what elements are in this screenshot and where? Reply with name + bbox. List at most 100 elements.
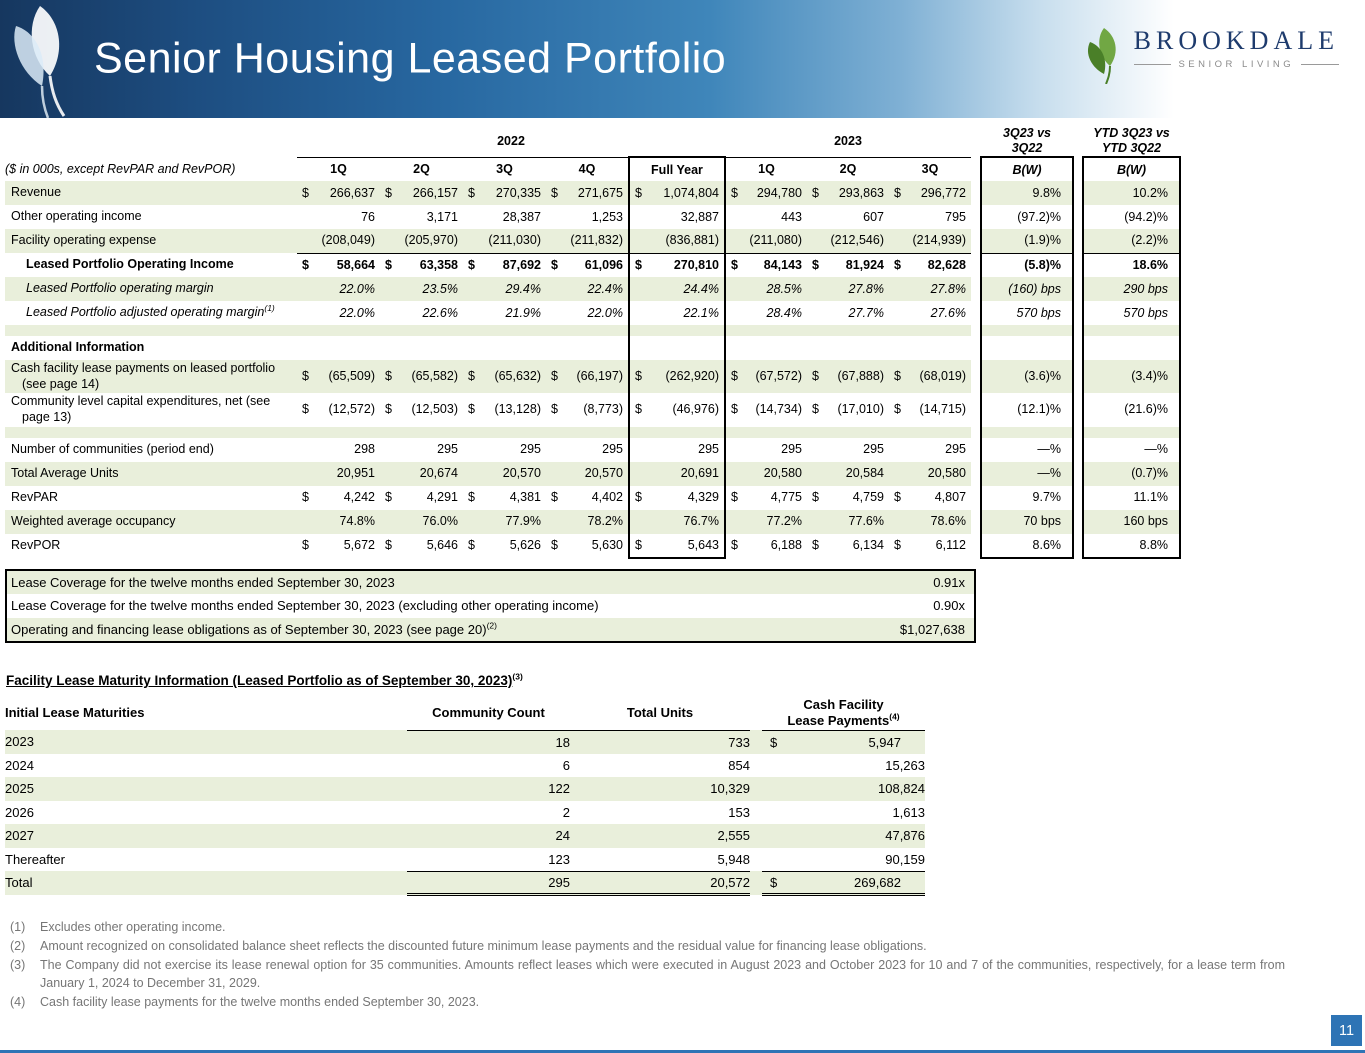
spacer: [1073, 393, 1084, 427]
cell: [297, 426, 380, 438]
cell: 295: [781, 442, 802, 456]
column-header: Full Year: [628, 156, 726, 181]
table-row: Leased Portfolio adjusted operating marg…: [5, 301, 1182, 325]
table-row: Total 295 20,572 $269,682: [5, 870, 925, 896]
cell: $ (13,128): [468, 402, 541, 417]
footnote-text: Amount recognized on consolidated balanc…: [40, 938, 927, 953]
cell: 76: [361, 209, 375, 224]
row-label: Leased Portfolio operating margin: [5, 277, 297, 301]
cell: 28.4%: [766, 305, 802, 320]
row-label: Lease Coverage for the twelve months end…: [11, 598, 599, 614]
cell: $4,242: [302, 490, 375, 504]
cell: 22.4%: [546, 277, 629, 301]
column-header: Total Units: [570, 697, 750, 731]
cell: [1082, 426, 1182, 438]
column-header: B(W): [980, 156, 1075, 181]
cell: 74.8%: [297, 509, 380, 534]
spacer: [971, 325, 982, 336]
cell: 20,572: [570, 870, 750, 896]
cell: $4,402: [551, 490, 623, 504]
row-label: Cash facility lease payments on leased p…: [5, 360, 297, 394]
row-label: 2025: [5, 777, 407, 801]
cell: $4,759: [812, 490, 884, 504]
table-row: Facility operating expense (208,049) (205,…: [5, 229, 1182, 253]
cell: 27.8%: [889, 277, 972, 301]
cell: 290 bps: [1082, 277, 1182, 301]
column-header: Community Count: [407, 697, 570, 731]
spacer: [1073, 301, 1084, 325]
cell: 20,580: [725, 461, 807, 486]
cell: [725, 426, 807, 438]
cell: (836,881): [628, 229, 726, 253]
spacer: [1073, 533, 1084, 558]
row-label: [5, 325, 297, 336]
cell: 27.6%: [930, 305, 967, 320]
cell: 570 bps: [1082, 301, 1182, 325]
cell: [463, 325, 546, 336]
leaf-decoration-icon: [14, 6, 66, 118]
tagline-text: SENIOR LIVING: [1178, 59, 1295, 70]
brookdale-logo: BROOKDALE SENIOR LIVING: [1080, 26, 1339, 84]
spacer: [750, 871, 762, 895]
cell: —%: [1082, 437, 1182, 462]
row-label: Other operating income: [11, 209, 142, 224]
cell: $5,672: [302, 538, 375, 552]
column-header: 1Q: [758, 162, 775, 177]
cell: 570 bps: [980, 301, 1075, 325]
year-header: 2023: [725, 126, 972, 158]
cell: 47,876: [762, 824, 925, 848]
cell: $82,628: [889, 252, 972, 277]
spacer: [1073, 181, 1084, 205]
maturity-title-footnote-ref: (3): [512, 671, 523, 682]
column-header: 2Q: [839, 162, 857, 177]
lease-coverage-table: Lease Coverage for the twelve months end…: [5, 568, 976, 643]
value: 0.90x: [933, 598, 965, 614]
cell: 20,580: [889, 461, 972, 486]
header-banner: Senior Housing Leased Portfolio BROOKDAL…: [0, 0, 1365, 118]
row-label: 2023: [5, 730, 407, 754]
cell: 3,171: [426, 209, 458, 224]
cell: $ (14,715): [894, 402, 967, 417]
spacer: [971, 229, 982, 253]
cell: $ (65,582): [380, 360, 463, 394]
cell: 21.9%: [505, 305, 541, 320]
cell: $271,675: [546, 181, 629, 205]
table-row: Additional Information: [5, 336, 1182, 360]
page-number: 11: [1331, 1015, 1362, 1046]
table-row: Community level capital expenditures, ne…: [5, 393, 1182, 427]
cell: 295: [602, 442, 623, 456]
cell: 295: [945, 442, 967, 456]
spacer: [1073, 205, 1084, 229]
cell: 22.6%: [422, 305, 458, 320]
cell: 295: [437, 442, 458, 456]
lease-maturity-table: Initial Lease Maturities Community Count T…: [5, 697, 925, 896]
footnote: (4) Cash facility lease payments for the …: [10, 993, 1285, 1012]
spacer: [1073, 126, 1084, 157]
tagline-rule-right: [1301, 64, 1339, 65]
cell: 20,691: [628, 461, 726, 486]
cell: $ (8,773): [551, 402, 623, 417]
cell: $294,780: [725, 181, 807, 205]
cell: [628, 426, 726, 438]
column-header: Cash Facility Lease Payments(4): [762, 697, 925, 731]
column-header: 3Q: [921, 162, 939, 177]
cell: 78.6%: [889, 509, 972, 534]
cell: [889, 325, 972, 336]
cell: 298: [354, 442, 375, 456]
spacer: [750, 697, 762, 730]
cell: $4,381: [468, 490, 541, 504]
cell: (214,939): [889, 229, 972, 253]
cell: $ (17,010): [812, 402, 884, 417]
blank-row: [5, 426, 1182, 438]
brookdale-leaf-icon: [1087, 28, 1116, 84]
spacer: [971, 336, 982, 360]
spacer: [1073, 509, 1084, 534]
row-label: Total Average Units: [5, 461, 297, 486]
spacer: [971, 437, 982, 462]
cell: 18.6%: [1082, 252, 1182, 277]
spacer: [1073, 277, 1084, 301]
cell: $ (12,503): [385, 402, 458, 417]
spacer: [971, 181, 982, 205]
table-row: Number of communities (period end) 298 295…: [5, 437, 1182, 462]
cell: [1082, 336, 1182, 360]
